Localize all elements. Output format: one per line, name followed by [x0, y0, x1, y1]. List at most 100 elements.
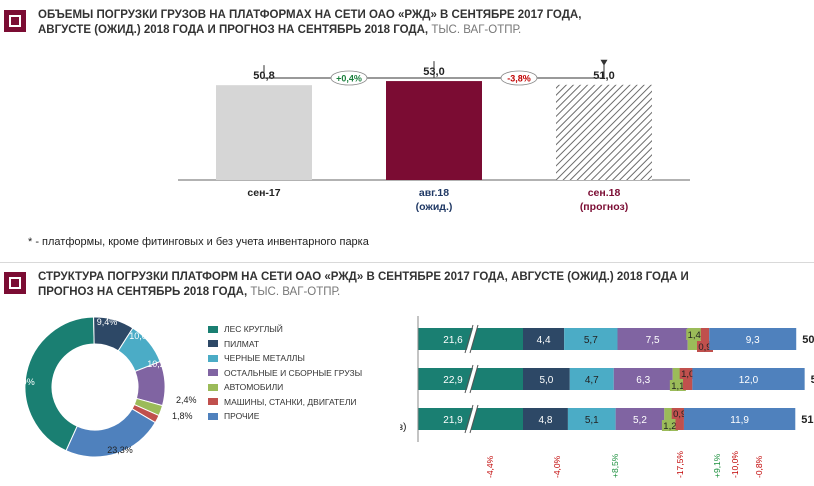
row-total-label: 50,8 [802, 334, 814, 346]
segment-value-label: 1,4 [688, 330, 701, 341]
axis-break-mark [466, 404, 478, 434]
change-label: -3,8% [507, 74, 531, 84]
axis-break-mark [469, 404, 479, 434]
stack-segment [523, 368, 570, 390]
segment-value-label: 22,9 [443, 375, 463, 386]
segment-value-label: 12,0 [739, 375, 759, 386]
top-title-line1: ОБЪЕМЫ ПОГРУЗКИ ГРУЗОВ НА ПЛАТФОРМАХ НА … [38, 9, 582, 21]
segment-label-bg [661, 420, 678, 431]
legend-swatch [208, 325, 218, 333]
stacked-bar-chart: сен-1721,64,45,77,51,40,99,350,8авг.18(о… [400, 316, 814, 478]
legend-label: ОСТАЛЬНЫЕ И СБОРНЫЕ ГРУЗЫ [224, 367, 363, 378]
bottom-title-line1: СТРУКТУРА ПОГРУЗКИ ПЛАТФОРМ НА СЕТИ ОАО … [38, 271, 689, 283]
legend-swatch [208, 354, 218, 362]
legend-label: ПРОЧИЕ [224, 411, 260, 422]
row-total-label: 53,0 [811, 374, 814, 386]
legend-item: ЛЕС КРУГЛЫЙ [208, 322, 362, 337]
slice-value-label: 10,2% [147, 359, 173, 369]
logo-icon [4, 10, 26, 32]
legend-swatch [208, 369, 218, 377]
legend-swatch [208, 398, 218, 406]
logo-icon [4, 272, 26, 294]
x-tick-label: сен-17 [247, 187, 280, 199]
segment-value-label: 1,1 [671, 381, 684, 392]
bottom-title-line2: ПРОГНОЗ НА СЕНТЯБРЬ 2018 ГОДА, [38, 286, 248, 298]
legend-label: ЛЕС КРУГЛЫЙ [224, 324, 283, 335]
axis-break-mark [466, 324, 478, 354]
axis-break-mark [464, 364, 474, 394]
change-label: +8,5% [610, 453, 620, 478]
segment-label-bg [671, 408, 688, 419]
segment-value-label: 1,2 [663, 421, 676, 432]
segment-value-label: 4,7 [585, 375, 599, 386]
change-label: +0,4% [336, 74, 362, 84]
change-label: -0,8% [754, 455, 764, 478]
stack-segment [672, 368, 684, 390]
segment-value-label: 7,5 [646, 335, 660, 346]
segment-value-label: 0,9 [673, 409, 686, 420]
axis-break-mark [469, 364, 479, 394]
legend-swatch [208, 340, 218, 348]
axis-break-mark [464, 324, 474, 354]
slice-value-label: 2,4% [176, 395, 197, 405]
legend-swatch [208, 383, 218, 391]
legend-label: ПИЛМАТ [224, 338, 260, 349]
stack-segment [523, 408, 568, 430]
legend-item: ПИЛМАТ [208, 337, 362, 352]
donut-slice [24, 316, 95, 452]
top-chart-title: ОБЪЕМЫ ПОГРУЗКИ ГРУЗОВ НА ПЛАТФОРМАХ НА … [38, 8, 581, 38]
segment-label-bg [669, 380, 686, 391]
stack-segment [615, 408, 665, 430]
stack-segment [664, 408, 676, 430]
slice-value-label: 1,8% [172, 411, 193, 421]
stack-segment [700, 328, 710, 350]
stack-segment [569, 368, 614, 390]
legend-item: ОСТАЛЬНЫЕ И СБОРНЫЕ ГРУЗЫ [208, 366, 362, 381]
x-tick-label: (ожид.) [416, 201, 453, 213]
change-label: -10,0% [730, 451, 740, 478]
segment-value-label: 1,0 [681, 369, 694, 380]
axis-break-mark [469, 324, 479, 354]
change-label: -17,5% [675, 451, 685, 478]
segment-label-bg [679, 368, 696, 379]
bottom-chart-title: СТРУКТУРА ПОГРУЗКИ ПЛАТФОРМ НА СЕТИ ОАО … [38, 270, 689, 300]
bar [386, 81, 482, 180]
top-title-unit: ТЫС. ВАГ-ОТПР. [428, 24, 522, 36]
x-tick-label: (прогноз) [580, 201, 628, 213]
segment-value-label: 4,8 [539, 415, 553, 426]
slice-value-label: 23,3% [107, 445, 133, 455]
row-total-label: 51,0 [801, 414, 814, 426]
stack-segment [613, 368, 673, 390]
legend-label: МАШИНЫ, СТАНКИ, ДВИГАТЕЛИ [224, 396, 357, 407]
slice-value-label: 9,4% [97, 317, 118, 327]
row-category-label: (прогноз) [400, 421, 407, 433]
change-label: -4,0% [552, 455, 562, 478]
segment-label-bg [686, 329, 703, 340]
axis-break-mark [464, 404, 474, 434]
top-bar-chart: 50,8сен-1753,0авг.18(ожид.)51,0сен.18(пр… [178, 59, 690, 213]
segment-value-label: 9,3 [746, 335, 760, 346]
change-label: -4,4% [485, 455, 495, 478]
stack-segment [683, 408, 796, 430]
stack-segment [564, 328, 618, 350]
segment-value-label: 21,6 [443, 335, 463, 346]
stack-segment [567, 408, 616, 430]
x-tick-label: авг.18 [419, 187, 449, 199]
stack-segment [523, 328, 565, 350]
change-badge [500, 70, 538, 86]
top-title-line2: АВГУСТЕ (ОЖИД.) 2018 ГОДА И ПРОГНОЗ НА С… [38, 24, 429, 36]
segment-label-bg [696, 341, 713, 352]
legend-label: АВТОМОБИЛИ [224, 382, 284, 393]
legend-item: ЧЕРНЫЕ МЕТАЛЛЫ [208, 351, 362, 366]
segment-value-label: 11,9 [730, 415, 749, 426]
footnote: * - платформы, кроме фитинговых и без уч… [28, 236, 369, 248]
bottom-title-unit: ТЫС. ВАГ-ОТПР. [247, 286, 341, 298]
arrow-head-icon [600, 59, 608, 66]
donut-chart: 42,9% 9,4% 10,0% 10,2% 2,4% 1,8% 23,3% [9, 316, 197, 458]
x-tick-label: сен.18 [588, 187, 621, 199]
donut-slice [65, 408, 156, 458]
bar [556, 84, 652, 180]
legend: ЛЕС КРУГЛЫЙ ПИЛМАТ ЧЕРНЫЕ МЕТАЛЛЫ ОСТАЛЬНЫЕ… [208, 322, 362, 424]
section-divider [0, 262, 814, 263]
segment-value-label: 0,9 [698, 342, 711, 353]
